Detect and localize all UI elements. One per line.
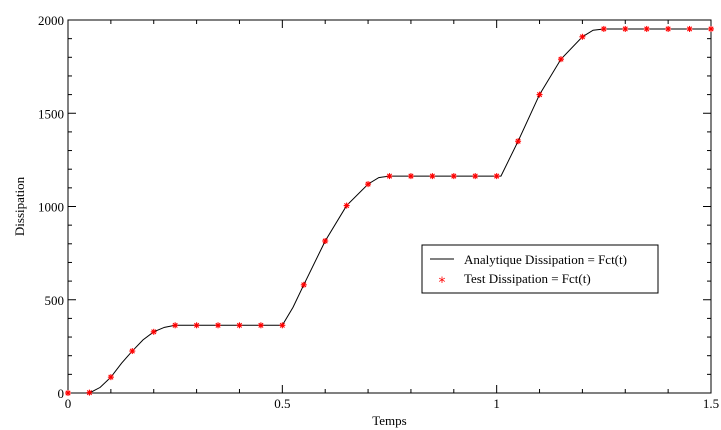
data-point-test [386,173,393,180]
data-point-test [322,238,329,245]
data-point-test [708,25,714,32]
y-tick-label: 1000 [38,200,64,215]
data-point-test [86,389,93,396]
legend-box [421,244,659,294]
axis-ticks: 0 0.5 1 1.5 0 500 1000 1500 2000 [38,13,719,411]
data-point-test [472,173,479,180]
data-point-test [622,25,629,32]
x-tick-label: 1.5 [703,396,719,411]
data-point-test [407,173,414,180]
data-point-test [536,91,543,98]
data-point-test [429,173,436,180]
x-tick-label: 0 [65,396,72,411]
y-axis-title: Dissipation [12,176,27,236]
data-point-test [557,56,564,63]
data-point-test [686,25,693,32]
data-point-test [150,328,157,335]
legend-marker-swatch: * [439,275,446,291]
x-axis-title: Temps [372,413,406,428]
series-layer [65,25,714,396]
data-point-test [193,322,200,329]
y-tick-label: 2000 [38,13,64,28]
data-point-test [215,322,222,329]
x-tick-label: 1 [493,396,500,411]
data-point-test [665,25,672,32]
y-tick-label: 0 [58,386,65,401]
x-tick-label: 0.5 [274,396,290,411]
data-point-test [493,173,500,180]
y-tick-label: 1500 [38,106,64,121]
data-point-test [450,173,457,180]
data-point-test [172,322,179,329]
series-line-analytique [68,28,711,394]
plot-frame [67,19,712,394]
data-point-test [365,181,372,188]
legend-label-analytique: Analytique Dissipation = Fct(t) [464,252,627,267]
legend-label-test: Test Dissipation = Fct(t) [464,271,591,286]
data-point-test [579,33,586,40]
data-point-test [257,322,264,329]
data-point-test [65,390,71,396]
y-tick-label: 500 [45,293,65,308]
data-point-test [129,348,136,355]
data-point-test [343,202,350,209]
data-point-test [279,322,286,329]
legend: Analytique Dissipation = Fct(t) * Test D… [421,244,659,294]
data-point-test [236,322,243,329]
data-point-test [107,374,114,381]
data-point-test [300,281,307,288]
data-point-test [515,138,522,145]
data-point-test [600,25,607,32]
data-point-test [643,25,650,32]
